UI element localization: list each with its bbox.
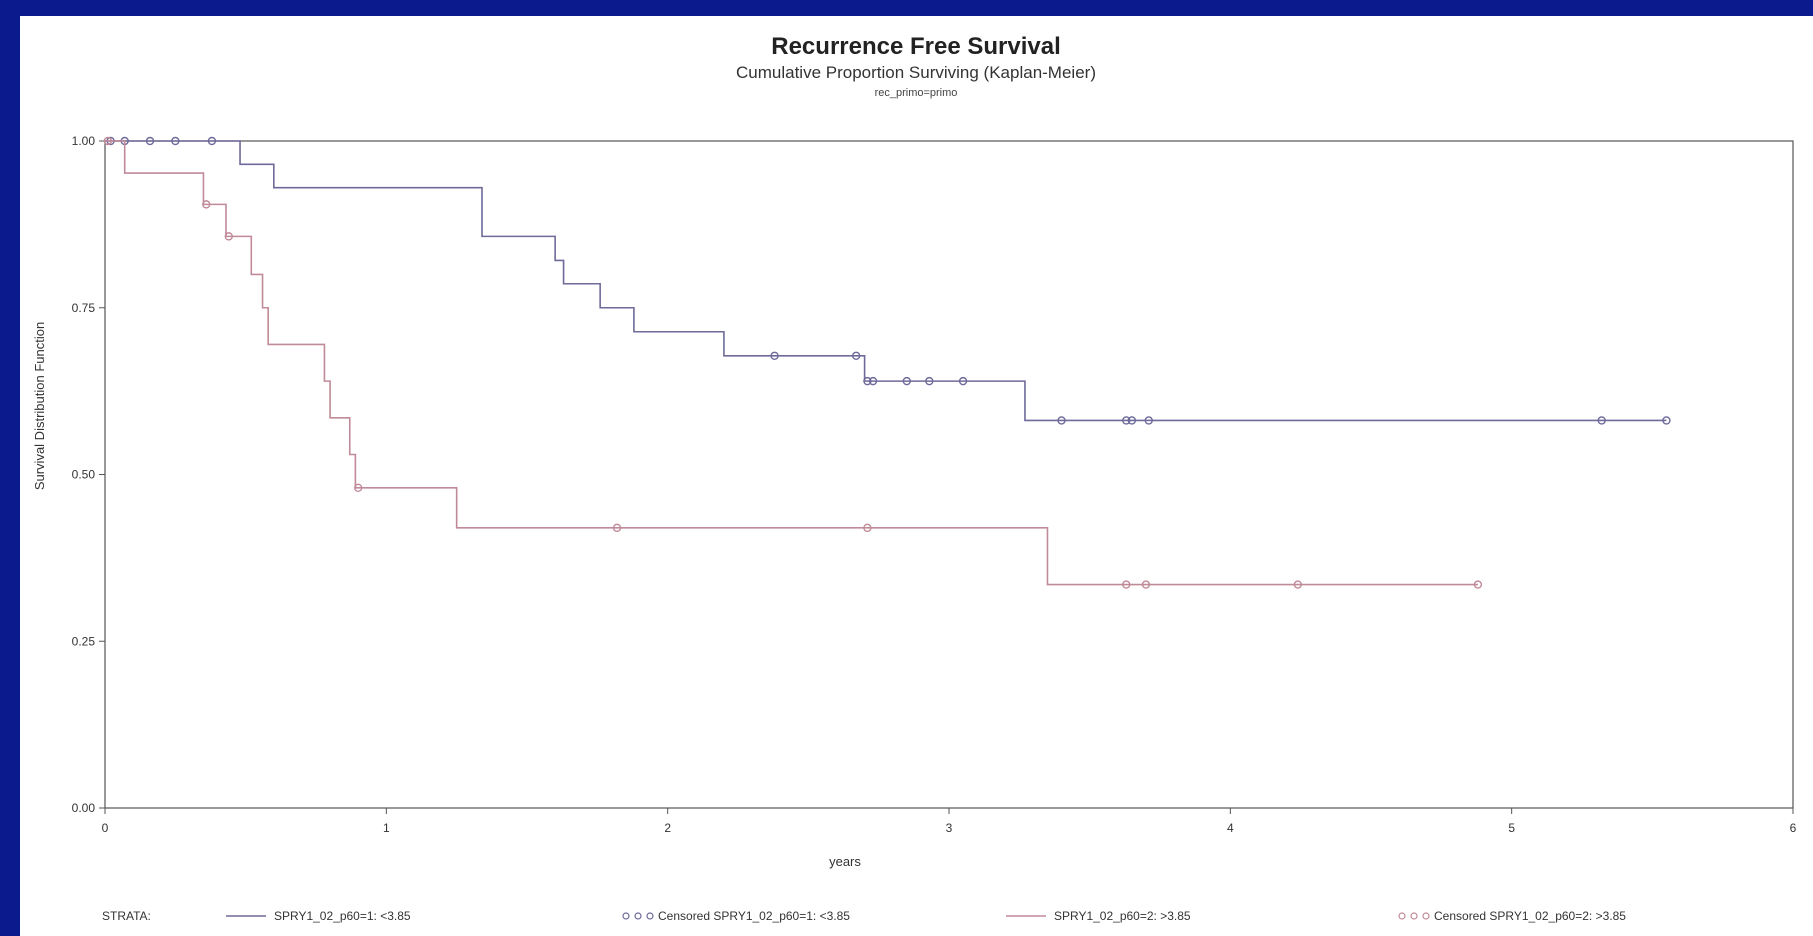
censored-marker-1 (863, 376, 872, 386)
censored-marker-2 (1293, 580, 1303, 589)
x-tick-label: 6 (1790, 821, 1797, 835)
x-tick-label: 5 (1508, 821, 1515, 835)
censored-marker-1 (868, 376, 878, 386)
censored-marker-2 (1141, 580, 1151, 589)
censored-marker-1 (1057, 416, 1066, 425)
censored-marker-2 (863, 523, 872, 533)
y-tick-label: 1.00 (72, 134, 96, 148)
censored-marker-1 (207, 136, 217, 146)
censored-marker-1 (1144, 416, 1153, 425)
censored-marker-2 (354, 483, 363, 493)
y-axis-label: Survival Distribution Function (32, 322, 47, 490)
x-tick-label: 2 (664, 821, 671, 835)
legend-censor-swatch (634, 912, 642, 920)
km-chart: Recurrence Free Survival Cumulative Prop… (32, 33, 1797, 923)
legend-label: Censored SPRY1_02_p60=1: <3.85 (658, 909, 850, 923)
plot-frame (104, 140, 1794, 809)
censored-marker-1 (925, 376, 934, 386)
censored-marker-2 (224, 232, 233, 241)
censored-marker-2 (1122, 580, 1131, 589)
censored-marker-1 (145, 136, 155, 146)
legend-censor-swatch (1398, 912, 1406, 920)
censored-marker-2 (103, 136, 113, 146)
censored-marker-1 (770, 351, 779, 360)
censored-marker-1 (1662, 416, 1671, 425)
y-tick-label: 0.00 (72, 801, 96, 815)
legend-censor-swatch (1422, 912, 1430, 920)
chart-title: Recurrence Free Survival (771, 33, 1061, 60)
censored-marker-1 (171, 136, 180, 146)
censored-marker-1 (1122, 416, 1131, 425)
censored-marker-1 (902, 376, 911, 386)
legend-title: STRATA: (102, 909, 151, 923)
legend-label: SPRY1_02_p60=1: <3.85 (274, 909, 411, 923)
censored-marker-2 (612, 523, 622, 533)
censored-marker-1 (1597, 416, 1606, 425)
y-tick-label: 0.50 (72, 468, 96, 482)
y-tick-label: 0.75 (72, 301, 96, 315)
legend-censor-swatch (622, 912, 630, 920)
y-tick-label: 0.25 (72, 634, 96, 648)
censored-marker-1 (1127, 416, 1137, 425)
x-axis-label: years (829, 854, 861, 869)
censored-marker-2 (1473, 580, 1483, 589)
x-tick-label: 1 (383, 821, 390, 835)
legend-label: SPRY1_02_p60=2: >3.85 (1054, 909, 1191, 923)
censored-marker-1 (958, 376, 968, 386)
chart-subtitle: Cumulative Proportion Surviving (Kaplan-… (736, 63, 1096, 82)
x-tick-label: 3 (946, 821, 953, 835)
chart-strata-subtitle: rec_primo=primo (875, 87, 958, 99)
legend-censor-swatch (1410, 912, 1418, 920)
series-line-1 (105, 140, 1667, 422)
x-tick-label: 0 (102, 821, 109, 835)
legend-label: Censored SPRY1_02_p60=2: >3.85 (1434, 909, 1626, 923)
censored-marker-1 (851, 351, 861, 360)
series-line-2 (105, 140, 1478, 586)
chart-panel: Recurrence Free Survival Cumulative Prop… (20, 16, 1813, 936)
legend-censor-swatch (646, 912, 654, 920)
censored-marker-2 (202, 200, 211, 209)
x-tick-label: 4 (1227, 821, 1234, 835)
